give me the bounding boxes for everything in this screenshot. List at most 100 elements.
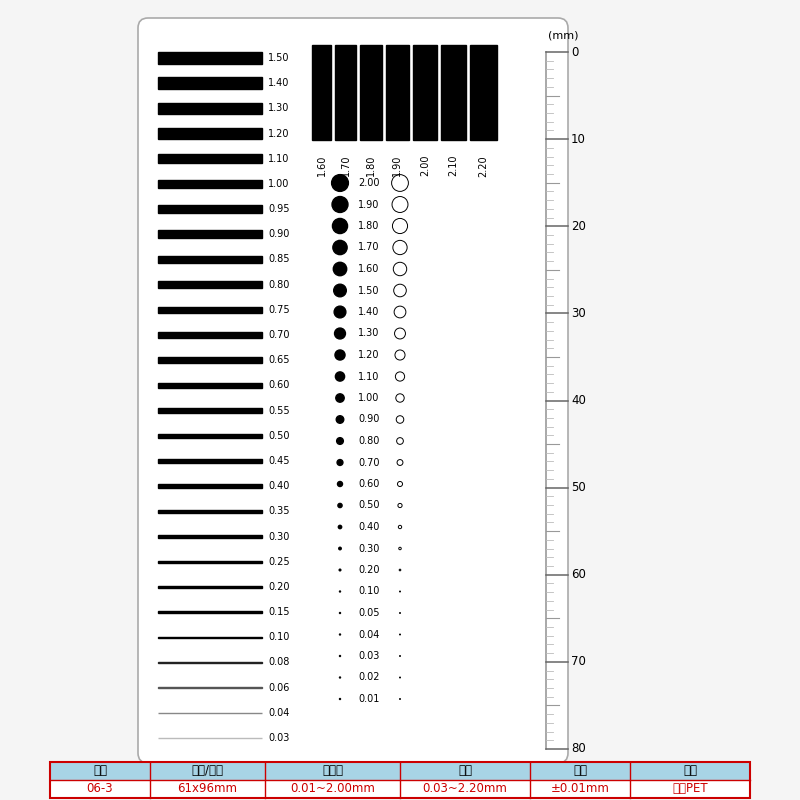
Text: 1.60: 1.60 [317,155,326,176]
Text: 0.75: 0.75 [268,305,290,315]
Circle shape [338,526,342,529]
Text: 0.04: 0.04 [268,708,290,718]
Text: 线粗: 线粗 [458,765,472,778]
Text: 0.03: 0.03 [268,733,290,743]
Text: 0.06: 0.06 [268,682,290,693]
Circle shape [338,482,342,486]
Bar [158,586,262,588]
Bar [158,103,262,114]
Text: 0.90: 0.90 [358,414,379,425]
Text: 1.40: 1.40 [268,78,290,88]
Text: 0.02: 0.02 [358,673,379,682]
Text: 1.20: 1.20 [358,350,379,360]
Text: 0.20: 0.20 [268,582,290,592]
Text: 0.20: 0.20 [358,565,379,575]
Text: 0: 0 [571,46,578,58]
Bar [158,535,262,538]
Circle shape [334,328,346,339]
Bar [158,129,262,138]
Text: 70: 70 [571,655,586,668]
Text: 1.00: 1.00 [358,393,379,403]
Bar [158,230,262,238]
Text: 型号: 型号 [93,765,107,778]
Circle shape [339,634,341,635]
Text: 0.35: 0.35 [268,506,290,516]
Bar [386,45,409,140]
Circle shape [339,655,341,657]
Text: 20: 20 [571,220,586,233]
Bar [158,383,262,388]
Text: 1.50: 1.50 [268,53,290,63]
Bar [158,637,262,638]
Text: 材质: 材质 [683,765,697,778]
Bar [50,780,750,798]
Text: 0.01~2.00mm: 0.01~2.00mm [290,782,375,795]
Text: 0.10: 0.10 [268,632,290,642]
Text: 1.30: 1.30 [358,329,379,338]
Text: 0.10: 0.10 [358,586,379,597]
Bar [312,45,331,140]
Text: 精度: 精度 [573,765,587,778]
Circle shape [339,698,341,699]
Text: 10: 10 [571,133,586,146]
Bar [158,358,262,363]
Text: 0.30: 0.30 [268,531,290,542]
Text: 1.70: 1.70 [358,242,379,253]
Bar [158,52,262,64]
Text: 1.80: 1.80 [358,221,379,231]
Circle shape [339,677,341,678]
Text: 1.00: 1.00 [268,179,290,189]
Bar [158,611,262,613]
Text: 0.70: 0.70 [358,458,379,467]
Text: 0.01: 0.01 [358,694,379,704]
Text: 0.30: 0.30 [358,543,379,554]
Bar [158,510,262,513]
Text: 2.00: 2.00 [420,155,430,177]
Text: 1.50: 1.50 [358,286,379,295]
Text: 0.55: 0.55 [268,406,290,415]
Text: 0.80: 0.80 [268,280,290,290]
Circle shape [338,503,342,508]
Text: 0.80: 0.80 [358,436,379,446]
Circle shape [338,547,342,550]
Text: 0.70: 0.70 [268,330,290,340]
Bar [441,45,466,140]
Text: 1.20: 1.20 [268,129,290,138]
FancyBboxPatch shape [138,18,568,763]
Text: 0.90: 0.90 [268,230,290,239]
Text: 0.15: 0.15 [268,607,290,617]
Bar [158,256,262,263]
Text: 0.40: 0.40 [268,481,290,491]
Text: 0.40: 0.40 [358,522,379,532]
Circle shape [337,459,343,466]
Text: 60: 60 [571,568,586,582]
Bar [158,408,262,413]
Bar [158,78,262,89]
Text: 点直径: 点直径 [322,765,343,778]
Circle shape [334,284,346,297]
Bar [470,45,497,140]
Text: 1.10: 1.10 [358,371,379,382]
Bar [50,762,750,798]
Text: ±0.01mm: ±0.01mm [550,782,610,795]
Text: 0.65: 0.65 [268,355,290,366]
Bar [158,180,262,188]
Text: 80: 80 [571,742,586,755]
Text: 0.60: 0.60 [268,381,290,390]
Circle shape [334,262,346,276]
Text: 2.00: 2.00 [358,178,379,188]
Bar [360,45,382,140]
Text: 0.45: 0.45 [268,456,290,466]
Circle shape [334,306,346,318]
Text: 30: 30 [571,307,586,320]
Bar [413,45,437,140]
Circle shape [337,438,343,444]
Text: 2.10: 2.10 [449,155,458,177]
Text: 0.08: 0.08 [268,658,290,667]
Bar [158,332,262,338]
Circle shape [336,416,344,423]
Text: 0.85: 0.85 [268,254,290,265]
Bar [158,485,262,488]
Text: 61x96mm: 61x96mm [178,782,238,795]
Text: 1.10: 1.10 [268,154,290,164]
